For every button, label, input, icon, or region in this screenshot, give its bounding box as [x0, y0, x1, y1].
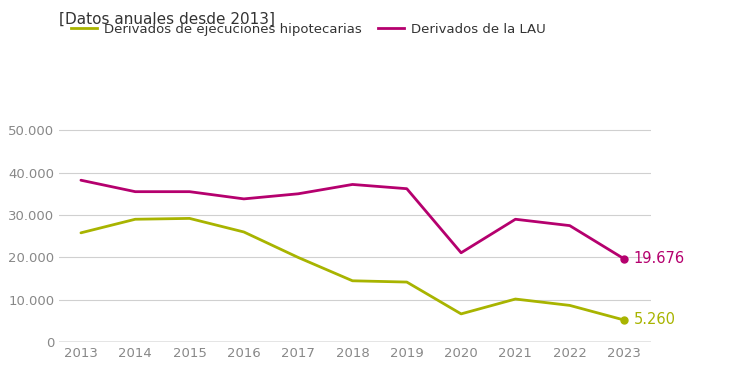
- Text: 19.676: 19.676: [633, 251, 685, 266]
- Text: [Datos anuales desde 2013]: [Datos anuales desde 2013]: [59, 12, 275, 27]
- Text: 5.260: 5.260: [633, 312, 676, 328]
- Legend: Derivados de ejecuciones hipotecarias, Derivados de la LAU: Derivados de ejecuciones hipotecarias, D…: [66, 18, 551, 41]
